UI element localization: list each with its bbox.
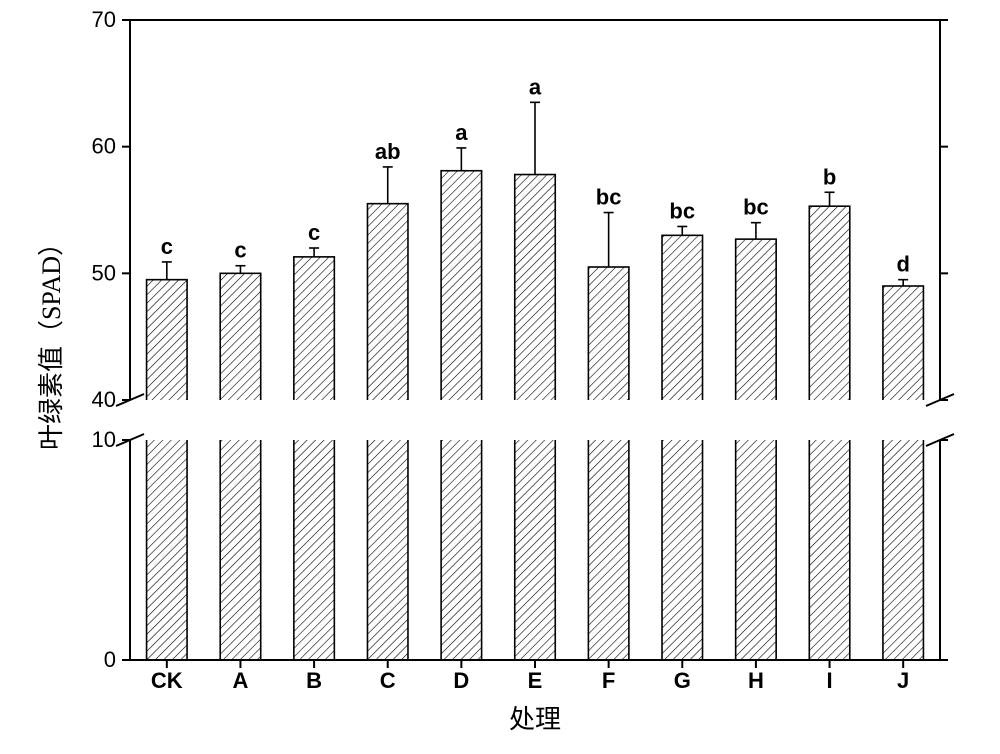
y-tick-label: 40: [92, 387, 116, 412]
x-axis-title: 处理: [509, 705, 561, 734]
category-label: E: [528, 668, 543, 693]
sig-label: ab: [375, 139, 401, 164]
category-label: B: [306, 668, 322, 693]
y-tick-label: 10: [92, 427, 116, 452]
sig-label: a: [529, 74, 542, 99]
category-label: I: [826, 668, 832, 693]
category-label: CK: [151, 668, 183, 693]
y-axis-title: 叶绿素值（SPAD）: [37, 230, 66, 450]
sig-label: a: [455, 120, 468, 145]
sig-label: d: [896, 252, 909, 277]
category-label: G: [674, 668, 691, 693]
sig-label: bc: [743, 195, 769, 220]
y-tick-label: 50: [92, 260, 116, 285]
category-label: A: [233, 668, 249, 693]
category-label: F: [602, 668, 615, 693]
sig-label: c: [308, 220, 320, 245]
y-tick-label: 70: [92, 7, 116, 32]
chart-container: c CK c Ac Bab Ca Da Ebc Fbc Gbc Hb Id J 0 10 40 50 60 70 叶绿…: [0, 0, 1000, 754]
category-label: H: [748, 668, 764, 693]
category-label: C: [380, 668, 396, 693]
y-tick-label: 0: [104, 647, 116, 672]
sig-label: b: [823, 164, 836, 189]
category-label: J: [897, 668, 909, 693]
sig-label: c: [234, 238, 246, 263]
sig-label: bc: [596, 185, 622, 210]
bar-chart: c CK c Ac Bab Ca Da Ebc Fbc Gbc Hb Id J 0 10 40 50 60 70 叶绿…: [0, 0, 1000, 754]
sig-label: bc: [669, 198, 695, 223]
category-label: D: [453, 668, 469, 693]
sig-label: c: [161, 234, 173, 259]
y-tick-label: 60: [92, 134, 116, 159]
